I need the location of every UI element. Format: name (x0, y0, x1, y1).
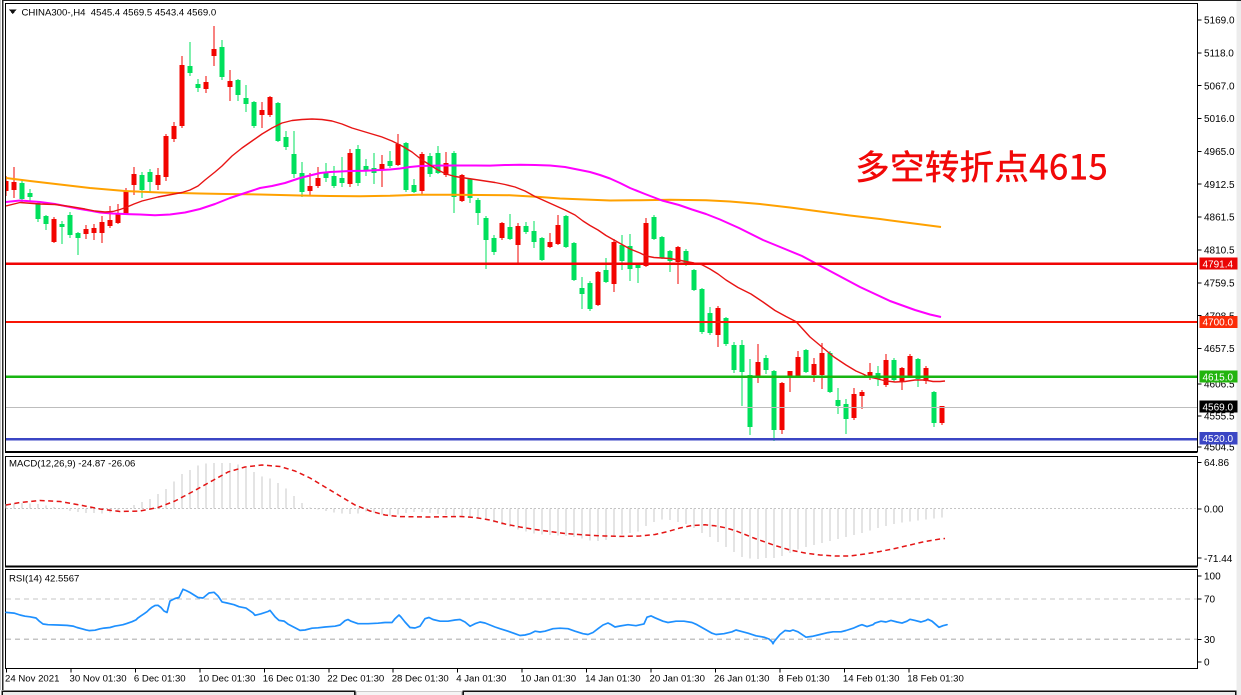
svg-text:4700.0: 4700.0 (1203, 318, 1234, 329)
svg-text:RSI(14) 42.5567: RSI(14) 42.5567 (9, 573, 79, 584)
svg-text:24 Nov 2021: 24 Nov 2021 (5, 674, 59, 685)
svg-text:MACD(12,26,9) -24.87 -26.06: MACD(12,26,9) -24.87 -26.06 (9, 458, 135, 469)
svg-text:30: 30 (1204, 635, 1216, 646)
svg-text:0: 0 (1204, 658, 1210, 669)
svg-text:0.00: 0.00 (1204, 505, 1224, 516)
svg-text:-71.44: -71.44 (1204, 554, 1233, 565)
svg-text:4606.5: 4606.5 (1204, 380, 1235, 391)
svg-text:4555.5: 4555.5 (1204, 411, 1235, 422)
svg-text:4810.5: 4810.5 (1204, 246, 1235, 257)
svg-text:4520.0: 4520.0 (1203, 434, 1234, 445)
svg-text:28 Dec 01:30: 28 Dec 01:30 (392, 674, 449, 685)
svg-text:CHINA300-,H4 4545.4 4569.5 45: CHINA300-,H4 4545.4 4569.5 4543.4 4569.0 (22, 7, 217, 18)
svg-text:70: 70 (1204, 595, 1216, 606)
svg-text:4657.5: 4657.5 (1204, 344, 1235, 355)
svg-text:8 Feb 01:30: 8 Feb 01:30 (778, 674, 829, 685)
svg-text:6 Dec 01:30: 6 Dec 01:30 (134, 674, 186, 685)
svg-text:16 Dec 01:30: 16 Dec 01:30 (263, 674, 320, 685)
svg-text:20 Jan 01:30: 20 Jan 01:30 (650, 674, 705, 685)
svg-text:4615.0: 4615.0 (1203, 372, 1234, 383)
svg-text:10 Jan 01:30: 10 Jan 01:30 (521, 674, 576, 685)
svg-text:10 Dec 01:30: 10 Dec 01:30 (198, 674, 255, 685)
svg-text:100: 100 (1204, 572, 1221, 583)
svg-text:5118.0: 5118.0 (1204, 49, 1234, 60)
svg-text:4965.0: 4965.0 (1204, 147, 1235, 158)
svg-text:22 Dec 01:30: 22 Dec 01:30 (327, 674, 384, 685)
svg-text:30 Nov 01:30: 30 Nov 01:30 (70, 674, 127, 685)
svg-text:14 Feb 01:30: 14 Feb 01:30 (843, 674, 900, 685)
svg-text:4912.5: 4912.5 (1204, 180, 1235, 191)
svg-text:4861.5: 4861.5 (1204, 213, 1235, 224)
svg-text:5016.0: 5016.0 (1204, 114, 1235, 125)
svg-text:18 Feb 01:30: 18 Feb 01:30 (907, 674, 964, 685)
svg-text:4569.0: 4569.0 (1203, 402, 1234, 413)
svg-text:4791.4: 4791.4 (1203, 259, 1234, 270)
svg-text:4759.5: 4759.5 (1204, 278, 1235, 289)
svg-text:26 Jan 01:30: 26 Jan 01:30 (714, 674, 769, 685)
svg-text:5067.0: 5067.0 (1204, 81, 1235, 92)
svg-text:4504.5: 4504.5 (1204, 443, 1235, 454)
svg-text:14 Jan 01:30: 14 Jan 01:30 (585, 674, 640, 685)
svg-text:64.86: 64.86 (1204, 458, 1229, 469)
svg-text:5169.0: 5169.0 (1204, 16, 1235, 27)
svg-text:4 Jan 01:30: 4 Jan 01:30 (456, 674, 506, 685)
